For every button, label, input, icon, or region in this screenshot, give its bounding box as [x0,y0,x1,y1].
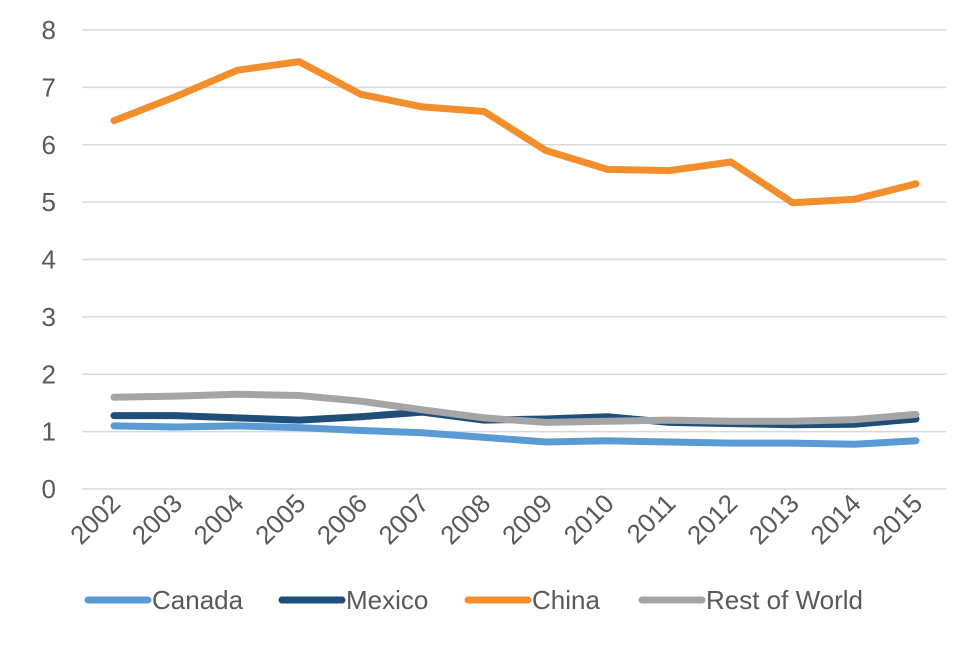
legend-item-canada: Canada [84,585,244,615]
x-tick-label: 2012 [681,488,743,550]
y-tick-label: 6 [42,130,56,160]
x-tick-label: 2006 [311,488,373,550]
x-tick-label: 2011 [621,488,682,549]
x-tick-label: 2007 [373,488,435,550]
y-tick-label: 3 [42,302,56,332]
x-tick-label: 2015 [866,488,928,550]
legend-label-mexico: Mexico [346,585,428,615]
x-axis-tick-labels: 2002 2003 2004 2005 2006 2007 2008 2009 2010 2011… [64,488,928,550]
x-tick-label: 2004 [188,488,250,550]
legend: Canada Mexico China Rest of World [84,585,863,615]
x-tick-label: 2014 [804,488,866,550]
y-tick-label: 2 [42,359,56,389]
x-tick-label: 2008 [434,488,496,550]
y-tick-label: 0 [42,474,56,504]
series-line-china [110,58,920,207]
legend-item-rest-of-world: Rest of World [638,585,863,615]
y-axis-tick-labels: 0 1 2 3 4 5 6 7 8 [42,15,56,504]
series-lines [110,58,920,448]
legend-item-mexico: Mexico [278,585,428,615]
y-tick-label: 4 [42,245,56,275]
legend-label-canada: Canada [152,585,244,615]
legend-label-china: China [532,585,600,615]
y-tick-label: 5 [42,187,56,217]
y-tick-label: 8 [42,15,56,45]
y-tick-label: 1 [42,417,56,447]
gridlines [82,29,946,490]
series-line-rest-of-world [110,390,920,426]
series-line-canada [110,422,920,448]
legend-label-rest-of-world: Rest of World [706,585,863,615]
x-tick-label: 2003 [126,488,188,550]
legend-item-china: China [464,585,600,615]
x-tick-label: 2010 [558,488,620,550]
x-tick-label: 2002 [64,488,126,550]
x-tick-label: 2009 [496,488,558,550]
x-tick-label: 2013 [743,488,805,550]
y-tick-label: 7 [42,72,56,102]
x-tick-label: 2005 [249,488,311,550]
